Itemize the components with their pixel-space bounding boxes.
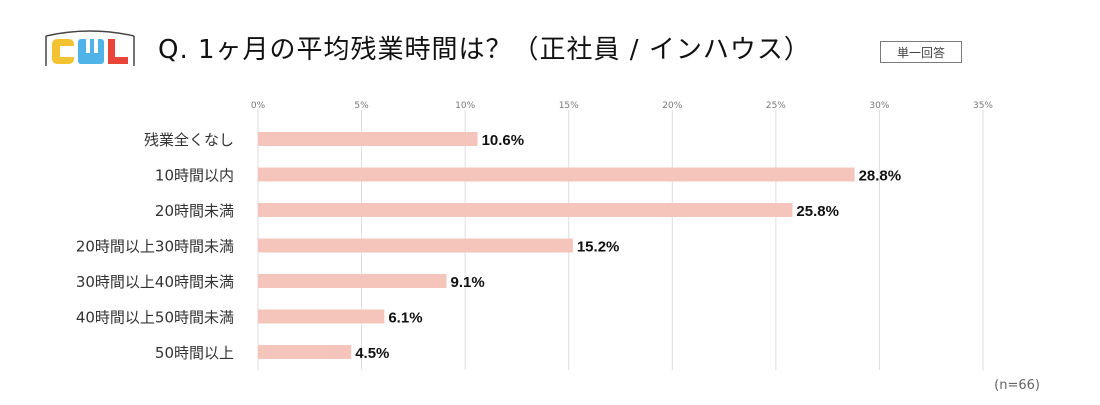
category-label: 10時間以内 <box>155 167 234 185</box>
value-label: 28.8% <box>859 168 902 185</box>
cwl-logo <box>42 28 138 72</box>
bars <box>258 132 855 359</box>
bar <box>258 203 793 217</box>
bar <box>258 238 573 253</box>
value-label: 6.1% <box>388 310 422 327</box>
x-tick-label: 30% <box>869 101 889 111</box>
x-tick-label: 10% <box>455 101 475 111</box>
category-label: 50時間以上 <box>155 344 234 362</box>
value-label: 9.1% <box>451 274 485 291</box>
x-tick-label: 35% <box>973 101 993 111</box>
category-label: 40時間以上50時間未満 <box>76 309 234 327</box>
bar <box>258 309 385 324</box>
category-label: 20時間未満 <box>155 202 234 220</box>
x-tick-label: 0% <box>251 101 266 111</box>
value-labels: 10.6% 28.8% 25.8% 15.2% 9.1% 6.1% 4.5% <box>355 132 901 362</box>
x-tick-label: 25% <box>766 101 786 111</box>
x-tick-label: 15% <box>559 101 579 111</box>
value-label: 25.8% <box>796 203 839 220</box>
bar <box>258 132 478 146</box>
category-labels: 残業全くなし 10時間以内 20時間未満 20時間以上30時間未満 30時間以上40時間… <box>76 131 234 362</box>
answer-type-badge: 単一回答 <box>880 41 962 63</box>
bar <box>258 274 447 288</box>
bar <box>258 167 855 182</box>
x-tick-labels: 0% 5% 10% 15% 20% 25% 30% 35% <box>251 101 994 111</box>
x-tick-label: 5% <box>354 101 369 111</box>
x-tick-label: 20% <box>662 101 682 111</box>
category-label: 残業全くなし <box>144 131 234 149</box>
value-label: 15.2% <box>577 239 620 256</box>
value-label: 10.6% <box>482 132 525 149</box>
category-label: 20時間以上30時間未満 <box>76 238 234 256</box>
category-label: 30時間以上40時間未満 <box>76 273 234 291</box>
bar <box>258 345 352 359</box>
chart-title: Q. 1ヶ月の平均残業時間は？（正社員 / インハウス） <box>158 35 811 65</box>
value-label: 4.5% <box>355 345 389 362</box>
sample-size-note: (n=66) <box>994 378 1040 393</box>
